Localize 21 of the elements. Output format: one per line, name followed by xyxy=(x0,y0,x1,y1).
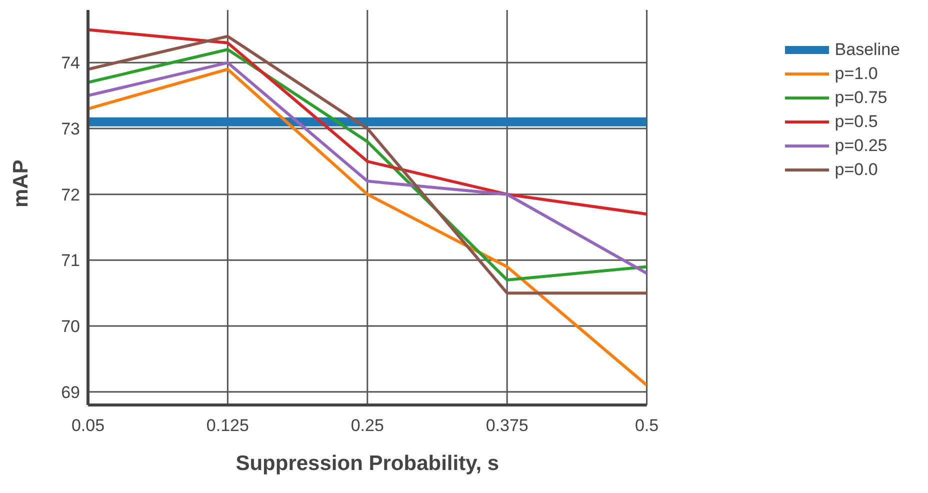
legend-label: p=0.75 xyxy=(834,88,888,108)
y-tick-label: 71 xyxy=(61,251,80,270)
x-tick-label: 0.375 xyxy=(486,416,528,436)
x-tick-label: 0.25 xyxy=(350,416,384,436)
line-series xyxy=(88,68,647,387)
x-tick-label: 0.05 xyxy=(71,416,105,436)
y-tick-label: 73 xyxy=(61,120,80,139)
x-tick-label: 0.5 xyxy=(634,416,659,436)
y-tick-label: 70 xyxy=(61,317,80,336)
legend-label: p=0.5 xyxy=(834,112,878,132)
y-tick-label: 74 xyxy=(61,54,80,73)
legend-label: p=1.0 xyxy=(834,64,878,84)
y-tick-label: 69 xyxy=(61,382,80,402)
y-tick-label: 72 xyxy=(61,185,80,204)
x-tick-label: 0.125 xyxy=(206,416,249,436)
legend-label: p=0.25 xyxy=(834,136,888,156)
line-series xyxy=(88,28,647,216)
legend-label: Baseline xyxy=(834,40,900,60)
x-axis-title: Suppression Probability, s xyxy=(236,452,500,475)
legend-label: p=0.0 xyxy=(834,160,878,180)
y-axis-title: mAP xyxy=(9,160,32,208)
